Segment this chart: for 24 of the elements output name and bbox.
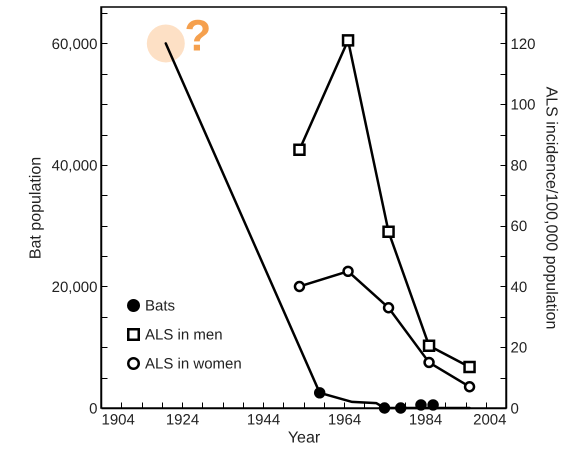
y2-tick-label: 20 — [510, 340, 528, 357]
y2-axis-title: ALS incidence/100,000 population — [542, 86, 560, 330]
y2-tick-label: 40 — [510, 278, 528, 296]
legend-label: ALS in men — [145, 326, 223, 344]
x-axis-title: Year — [288, 430, 321, 446]
x-tick-label: 1924 — [166, 412, 200, 428]
x-tick-label: 1964 — [328, 412, 362, 428]
legend-label: ALS in women — [145, 356, 242, 372]
y-tick-label: 0 — [89, 400, 98, 418]
y2-tick-label: 100 — [510, 96, 536, 114]
y-axis-title: Bat population — [28, 156, 45, 260]
legend-label: Bats — [145, 298, 176, 314]
x-tick-label: 1944 — [246, 412, 280, 428]
x-tick-label: 1904 — [102, 412, 135, 428]
y-tick-label: 40,000 — [52, 157, 98, 174]
x-tick-label: 2004 — [473, 412, 506, 428]
y2-tick-label: 60 — [510, 218, 528, 236]
x-tick-label: 1984 — [408, 412, 442, 428]
y-tick-label: 60,000 — [52, 36, 98, 53]
annotation: ? — [184, 11, 212, 60]
y2-tick-label: 0 — [510, 400, 519, 418]
y2-tick-label: 80 — [510, 157, 528, 174]
y2-tick-label: 120 — [510, 36, 536, 53]
y-tick-label: 20,000 — [52, 278, 98, 296]
